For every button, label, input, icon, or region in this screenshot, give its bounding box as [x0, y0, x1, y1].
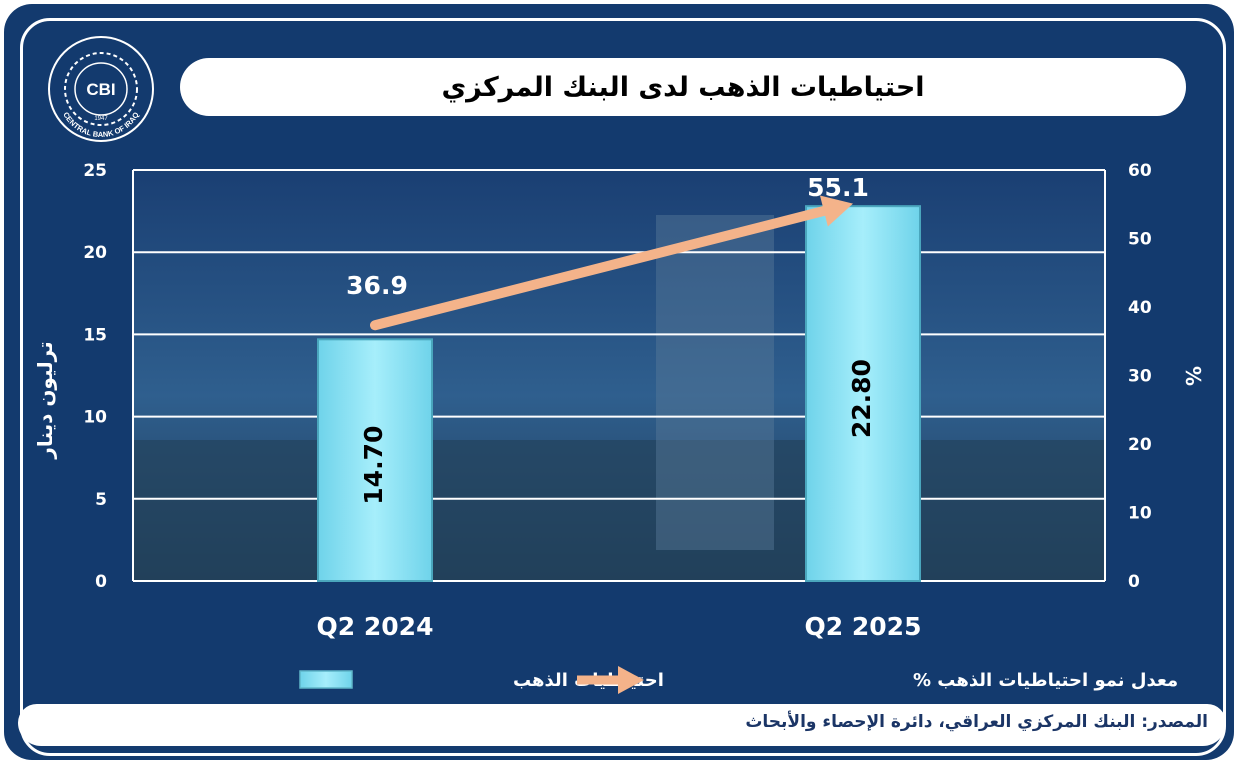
- right-tick-label: 30: [1128, 367, 1152, 387]
- left-tick-label: 0: [95, 572, 107, 592]
- cbi-logo: CBI CENTRAL BANK OF IRAQ 1947: [48, 36, 154, 142]
- left-tick-label: 10: [83, 408, 107, 428]
- right-tick-label: 50: [1128, 230, 1152, 250]
- right-tick-label: 0: [1128, 572, 1140, 592]
- growth-series: 36.9 55.1: [346, 173, 869, 331]
- growth-point-label: 36.9: [346, 271, 408, 300]
- bar: [805, 205, 921, 582]
- source-note: المصدر: البنك المركزي العراقي، دائرة الإ…: [745, 712, 1208, 732]
- chart-inner-border: [20, 18, 1226, 756]
- left-tick-label: 20: [83, 243, 107, 263]
- growth-arrow-head: [819, 195, 853, 227]
- left-tick-label: 5: [95, 490, 107, 510]
- growth-point-label: 55.1: [807, 173, 869, 202]
- category-label: Q2 2025: [805, 612, 922, 641]
- bar: [317, 338, 433, 582]
- footer-bar: المصدر: البنك المركزي العراقي، دائرة الإ…: [18, 704, 1226, 746]
- bar-value-label: 14.70: [359, 426, 388, 505]
- right-tick-label: 20: [1128, 435, 1152, 455]
- chart-title: احتياطيات الذهب لدى البنك المركزي: [441, 71, 925, 103]
- background-skyline: [133, 440, 1105, 581]
- left-axis-ticks: 0 5 10 15 20 25: [83, 161, 107, 592]
- left-tick-label: 15: [83, 325, 107, 345]
- growth-arrow-line: [370, 205, 829, 331]
- title-bar: احتياطيات الذهب لدى البنك المركزي: [180, 58, 1186, 116]
- gridlines: [132, 169, 1106, 582]
- left-tick-label: 25: [83, 161, 107, 181]
- logo-year: 1947: [94, 116, 108, 122]
- bar-series: [317, 205, 921, 582]
- right-tick-label: 60: [1128, 161, 1152, 181]
- legend-bar-swatch: [299, 670, 353, 689]
- category-labels: Q2 2024 Q2 2025: [317, 612, 922, 641]
- background-tower: [656, 215, 774, 550]
- logo-initials: CBI: [86, 80, 115, 99]
- category-label: Q2 2024: [317, 612, 434, 641]
- legend: احتياطيات الذهب معدل نمو احتياطيات الذهب…: [299, 666, 1178, 694]
- right-axis-ticks: 0 10 20 30 40 50 60: [1128, 161, 1152, 592]
- left-axis-title: ترليون دينار: [33, 341, 57, 459]
- bar-value-label: 22.80: [847, 359, 876, 438]
- right-tick-label: 40: [1128, 298, 1152, 318]
- right-axis-title: %: [1181, 366, 1205, 386]
- right-tick-label: 10: [1128, 504, 1152, 524]
- legend-arrow-head: [618, 666, 644, 694]
- bar-value-labels: 14.70 22.80: [359, 359, 876, 505]
- legend-line-label: معدل نمو احتياطيات الذهب %: [913, 670, 1178, 691]
